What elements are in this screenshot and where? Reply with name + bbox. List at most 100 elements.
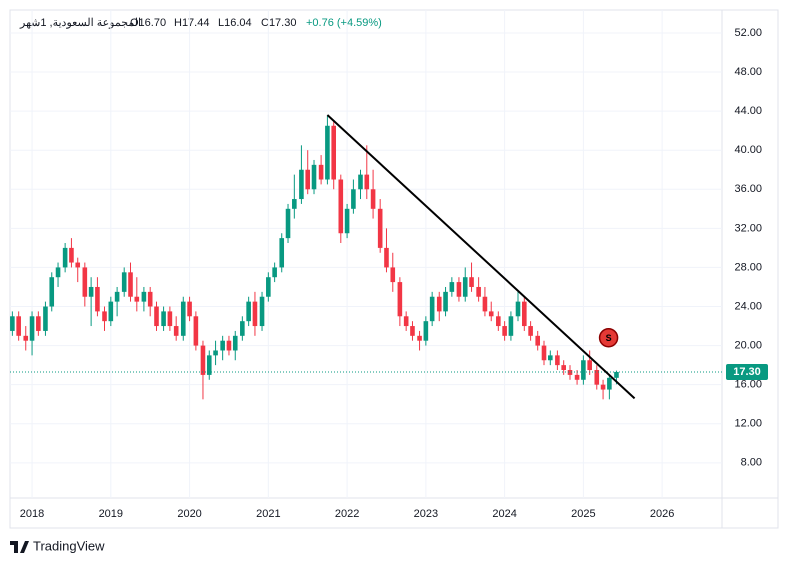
ohlc-close: C17.30 <box>261 17 296 29</box>
y-tick-label: 48.00 <box>734 66 762 78</box>
y-tick-label: 32.00 <box>734 222 762 234</box>
candle-body <box>213 350 218 356</box>
x-tick-label: 2022 <box>335 508 359 520</box>
candle-body <box>535 335 540 346</box>
candle-body <box>344 208 350 234</box>
candle-body <box>161 311 166 327</box>
last-price-label: 17.30 <box>733 366 761 378</box>
candle-body <box>226 340 232 351</box>
candle-body <box>555 355 560 366</box>
signal-label: S <box>606 333 612 343</box>
candle-body <box>581 360 586 380</box>
candle-body <box>259 296 265 327</box>
candle-body <box>496 316 501 327</box>
y-tick-label: 20.00 <box>734 339 762 351</box>
candle-body <box>541 345 547 361</box>
y-tick-label: 12.00 <box>734 418 762 430</box>
candle-body <box>200 345 206 375</box>
candle-body <box>36 316 41 331</box>
candle-body <box>134 296 140 302</box>
candle-body <box>193 316 199 346</box>
candle-body <box>482 296 488 312</box>
candle-body <box>364 174 370 190</box>
candle-body <box>82 267 88 297</box>
candle-body <box>49 277 55 307</box>
candle-body <box>410 326 415 336</box>
candle-body <box>246 301 251 322</box>
candle-body <box>173 326 179 336</box>
trendline <box>326 114 636 400</box>
candle-body <box>55 267 61 278</box>
candle-body <box>476 286 481 297</box>
candle-body <box>449 282 455 292</box>
y-tick-label: 16.00 <box>734 379 762 391</box>
y-tick-label: 36.00 <box>734 183 762 195</box>
x-tick-label: 2019 <box>99 508 123 520</box>
candle-body <box>128 272 133 297</box>
last-price-box <box>726 363 768 380</box>
candle-body <box>331 125 337 180</box>
candle-body <box>206 355 212 375</box>
candle-body <box>397 282 403 317</box>
y-tick-label: 44.00 <box>734 105 762 117</box>
x-tick-label: 2021 <box>256 508 280 520</box>
candle-body <box>390 267 396 283</box>
candle-body <box>220 340 225 351</box>
candle-body <box>75 262 81 268</box>
candle-body <box>417 335 422 341</box>
candle-body <box>488 311 494 317</box>
candle-body <box>528 326 533 336</box>
candle-body <box>567 370 573 375</box>
candle-body <box>614 371 619 378</box>
candle-body <box>29 316 35 341</box>
candle-body <box>232 335 238 351</box>
candle-body <box>266 277 271 297</box>
y-tick-label: 24.00 <box>734 300 762 312</box>
candle-body <box>508 316 514 336</box>
candle-body <box>102 311 107 322</box>
x-tick-label: 2025 <box>571 508 595 520</box>
candle-body <box>338 179 344 234</box>
candle-body <box>351 189 356 209</box>
candle-body <box>318 164 324 180</box>
symbol: المجموعة السعودية, 1شهر <box>19 17 141 29</box>
candle-body <box>370 189 376 209</box>
ohlc-low: L16.04 <box>218 17 252 29</box>
candle-body <box>443 291 448 312</box>
candle-body <box>141 291 147 302</box>
candle-body <box>23 335 29 341</box>
brand-logo <box>10 541 29 553</box>
candle-body <box>502 326 507 336</box>
candle-body <box>607 377 612 390</box>
candle-body <box>469 277 474 287</box>
x-tick-label: 2024 <box>492 508 516 520</box>
candle-body <box>187 301 192 317</box>
candle-body <box>384 247 389 268</box>
candle-body <box>587 360 592 371</box>
candle-body <box>279 238 285 268</box>
candle-body <box>600 384 606 390</box>
candle-body <box>358 174 363 190</box>
candle-body <box>423 321 429 341</box>
y-tick-label: 52.00 <box>734 27 762 39</box>
candle-body <box>403 316 409 327</box>
candle-body <box>95 286 100 312</box>
candle-body <box>121 272 127 292</box>
candle-body <box>88 286 94 297</box>
candle-body <box>456 282 462 297</box>
y-tick-label: 8.00 <box>741 457 762 469</box>
ohlc-change: +0.76 (+4.59%) <box>306 17 382 29</box>
candle-body <box>114 291 120 302</box>
candle-body <box>154 306 159 327</box>
candle-body <box>522 301 527 327</box>
candle-body <box>240 321 245 336</box>
brand: TradingView <box>33 538 105 553</box>
candle-body <box>167 311 173 327</box>
candle-body <box>292 199 297 209</box>
candle-body <box>147 291 153 307</box>
candle-body <box>462 277 468 297</box>
candle-body <box>69 247 74 263</box>
candle-body <box>16 316 21 336</box>
y-tick-label: 40.00 <box>734 144 762 156</box>
